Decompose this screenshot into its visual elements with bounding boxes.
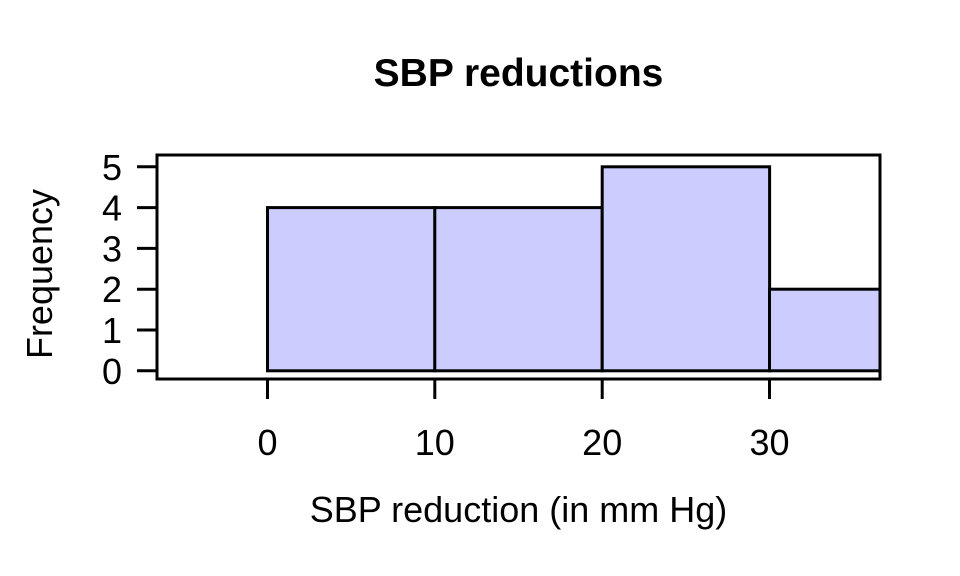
x-tick-label: 0: [257, 422, 277, 463]
histogram-bar: [433, 206, 604, 373]
histogram-bar: [266, 206, 437, 373]
y-tick-label: 3: [102, 228, 122, 269]
histogram-bar: [768, 287, 880, 373]
y-tick-label: 4: [102, 188, 122, 229]
y-tick-label: 2: [102, 269, 122, 310]
x-tick-label: 10: [415, 422, 455, 463]
plot-box: [155, 153, 882, 381]
histogram-bar: [600, 165, 772, 373]
x-tick-label: 30: [749, 422, 789, 463]
y-tick-label: 0: [102, 351, 122, 392]
y-axis-label: Frequency: [19, 188, 60, 360]
chart-title: SBP reductions: [373, 52, 664, 95]
y-tick-label: 5: [102, 147, 122, 188]
x-axis-label: SBP reduction (in mm Hg): [309, 489, 728, 530]
y-tick-label: 1: [102, 310, 122, 351]
x-tick-label: 20: [582, 422, 622, 463]
